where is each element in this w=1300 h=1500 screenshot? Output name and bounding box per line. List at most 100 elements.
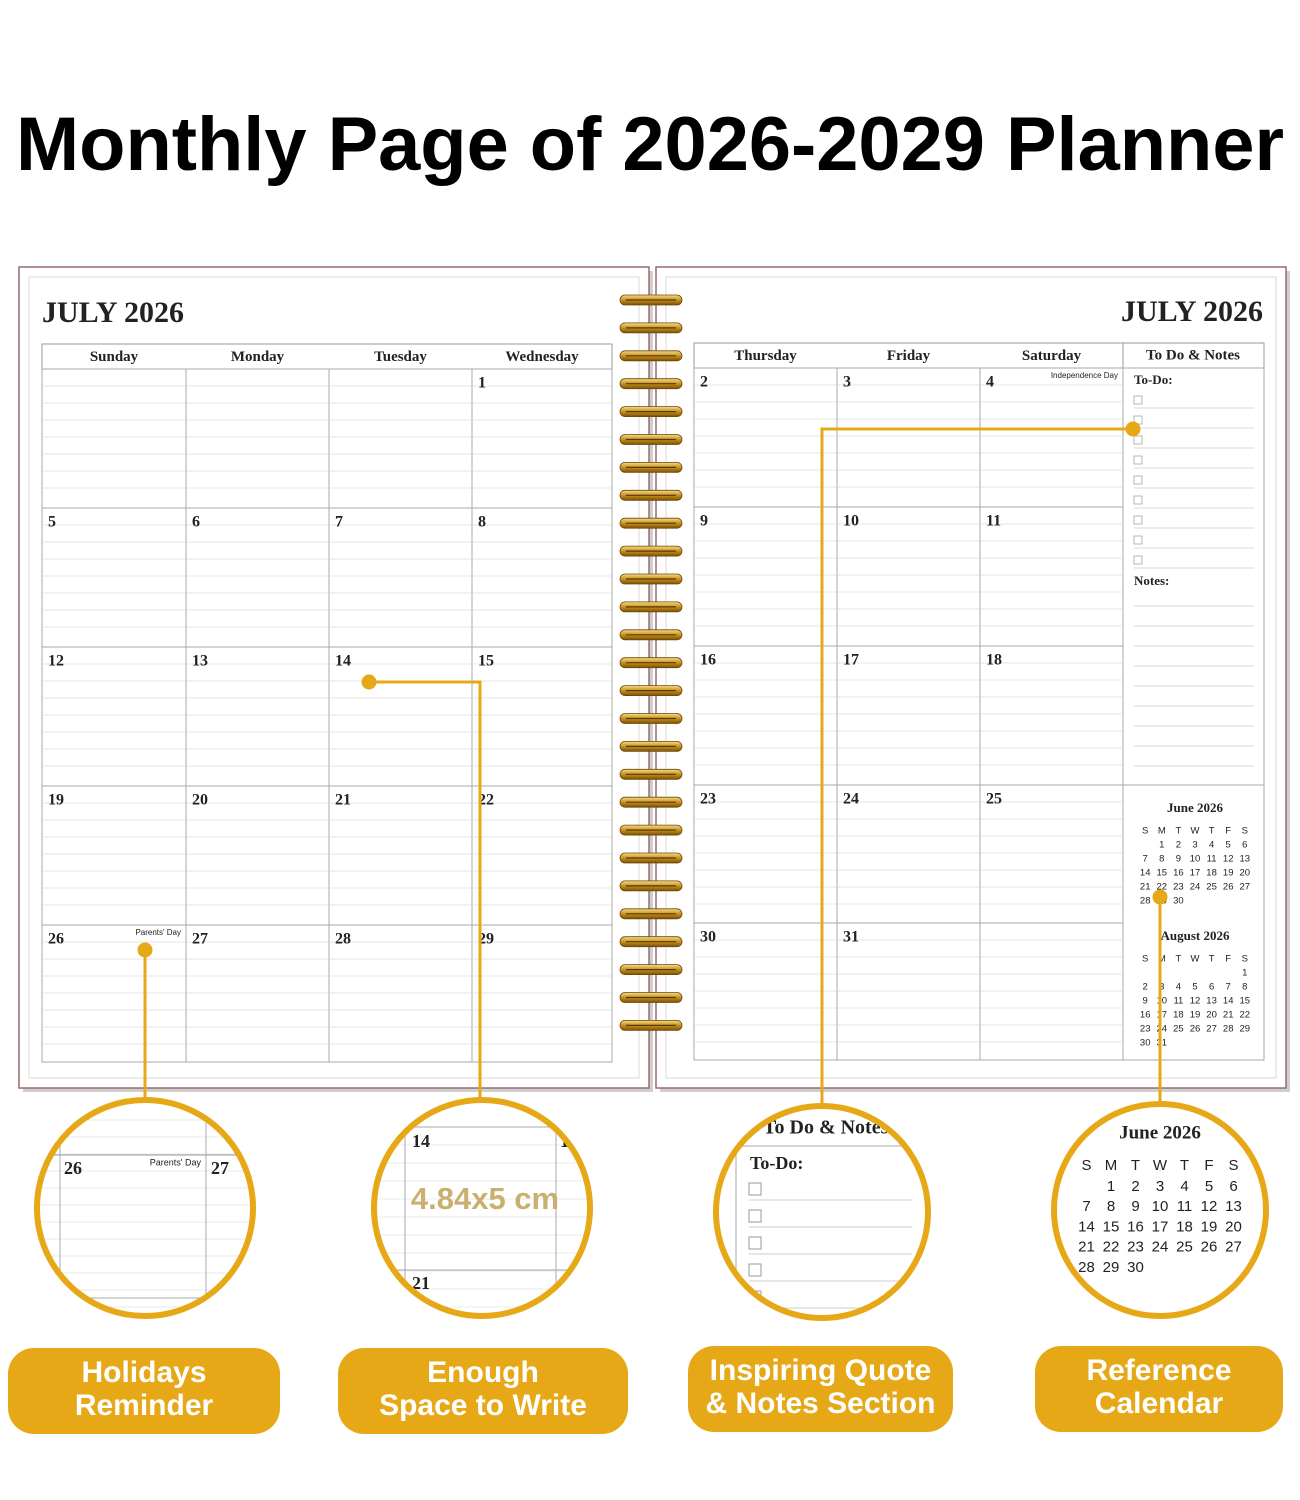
main-title: Monthly Page of 2026-2029 Planner <box>16 102 1284 187</box>
mini-day: 15 <box>1103 1218 1120 1235</box>
weekday-header: Thursday <box>734 348 797 364</box>
notes-header-text: To Do & Notes <box>1146 347 1240 363</box>
mini-day: 22 <box>1240 1010 1251 1021</box>
mini-day: 3 <box>1192 840 1197 851</box>
mini-weekday: S <box>1142 954 1148 965</box>
mini-weekday: T <box>1209 826 1215 837</box>
mini-calendar-title: August 2026 <box>1161 928 1230 943</box>
mini-weekday: M <box>1158 826 1166 837</box>
mini-day: 27 <box>1240 882 1251 893</box>
mini-day: 30 <box>1127 1259 1144 1276</box>
mini-day: 15 <box>1157 868 1168 879</box>
day-number: 9 <box>700 513 708 530</box>
checkbox <box>1133 495 1143 505</box>
feature-label-box <box>688 1346 953 1432</box>
weekday-header: Wednesday <box>505 349 579 365</box>
mini-day: 26 <box>1223 882 1234 893</box>
mini-day: 22 <box>1103 1239 1120 1256</box>
zoom-day: 26 <box>64 1158 82 1178</box>
mini-day: 15 <box>1240 996 1251 1007</box>
mini-weekday: S <box>1142 826 1148 837</box>
day-number: 8 <box>478 514 486 531</box>
zoom-day: 14 <box>412 1131 430 1151</box>
checkbox <box>1133 395 1143 405</box>
mini-day: 29 <box>1240 1024 1251 1035</box>
mini-calendar-title: June 2026 <box>1119 1122 1201 1143</box>
mini-day: 4 <box>1180 1178 1188 1195</box>
day-number: 26 <box>48 931 64 948</box>
month-title: JULY 2026 <box>1121 295 1263 328</box>
day-number: 10 <box>843 513 859 530</box>
mini-day: 25 <box>1206 882 1217 893</box>
mini-day: 27 <box>1206 1024 1217 1035</box>
mini-day: 21 <box>1140 882 1151 893</box>
mini-day: 21 <box>1078 1239 1095 1256</box>
day-number: 15 <box>478 653 494 670</box>
mini-day: 6 <box>1229 1178 1237 1195</box>
notes-header <box>1122 342 1265 369</box>
mini-day: 1 <box>1107 1178 1115 1195</box>
day-number: 17 <box>843 652 859 669</box>
mini-day: 10 <box>1190 854 1201 865</box>
holiday-label: Parents' Day <box>135 928 181 937</box>
day-number: 14 <box>335 653 351 670</box>
feature-label-text: Holidays <box>81 1356 206 1389</box>
mini-day: 6 <box>1209 982 1214 993</box>
checkbox <box>1133 455 1143 465</box>
weekday-header: Monday <box>231 349 285 365</box>
right-page <box>655 266 1287 1089</box>
day-number: 29 <box>478 931 494 948</box>
connector <box>369 680 482 1100</box>
mini-day: 28 <box>1223 1024 1234 1035</box>
mini-day: 5 <box>1226 840 1231 851</box>
day-number: 7 <box>335 514 343 531</box>
checkbox <box>1133 555 1143 565</box>
feature-label-box <box>1035 1346 1283 1432</box>
mini-weekday: S <box>1081 1157 1091 1174</box>
feature-label-text: Space to Write <box>379 1389 587 1422</box>
checkbox <box>1133 475 1143 485</box>
mini-day: 14 <box>1223 996 1234 1007</box>
day-cell <box>471 924 613 1063</box>
todo-label: To-Do: <box>1134 372 1173 387</box>
day-number: 2 <box>700 374 708 391</box>
mini-day: 28 <box>1078 1259 1095 1276</box>
checkbox <box>748 1209 762 1223</box>
day-number: 11 <box>986 513 1001 530</box>
weekday-header: Tuesday <box>374 349 427 365</box>
connector-dot <box>1125 421 1141 437</box>
mini-day: 5 <box>1205 1178 1213 1195</box>
zoom-day: 27 <box>211 1158 229 1178</box>
mini-day: 25 <box>1176 1239 1193 1256</box>
mini-day: 24 <box>1157 1024 1168 1035</box>
connector-dot <box>1152 889 1168 905</box>
mini-weekday: F <box>1225 954 1231 965</box>
day-number: 1 <box>478 375 486 392</box>
mini-day: 2 <box>1131 1178 1139 1195</box>
feature-label-box <box>8 1348 280 1434</box>
spiral-binding <box>619 294 683 1031</box>
zoom-day: 21 <box>412 1273 430 1293</box>
mini-day: 29 <box>1103 1259 1120 1276</box>
connector <box>820 427 1133 1106</box>
mini-day: 3 <box>1159 982 1164 993</box>
mini-day: 12 <box>1223 854 1234 865</box>
mini-day: 12 <box>1190 996 1201 1007</box>
checkbox <box>748 1182 762 1196</box>
day-number: 19 <box>48 792 64 809</box>
mini-weekday: W <box>1191 826 1200 837</box>
mini-day: 24 <box>1190 882 1201 893</box>
zoom-dimension: 4.84x5 cm <box>411 1181 559 1216</box>
mini-day: 24 <box>1152 1239 1169 1256</box>
day-number: 5 <box>48 514 56 531</box>
mini-day: 4 <box>1209 840 1214 851</box>
connector-dot <box>361 674 377 690</box>
mini-day: 7 <box>1082 1198 1090 1215</box>
checkbox <box>1133 535 1143 545</box>
mini-day: 13 <box>1225 1198 1242 1215</box>
mini-day: 5 <box>1192 982 1197 993</box>
mini-day: 26 <box>1201 1239 1218 1256</box>
